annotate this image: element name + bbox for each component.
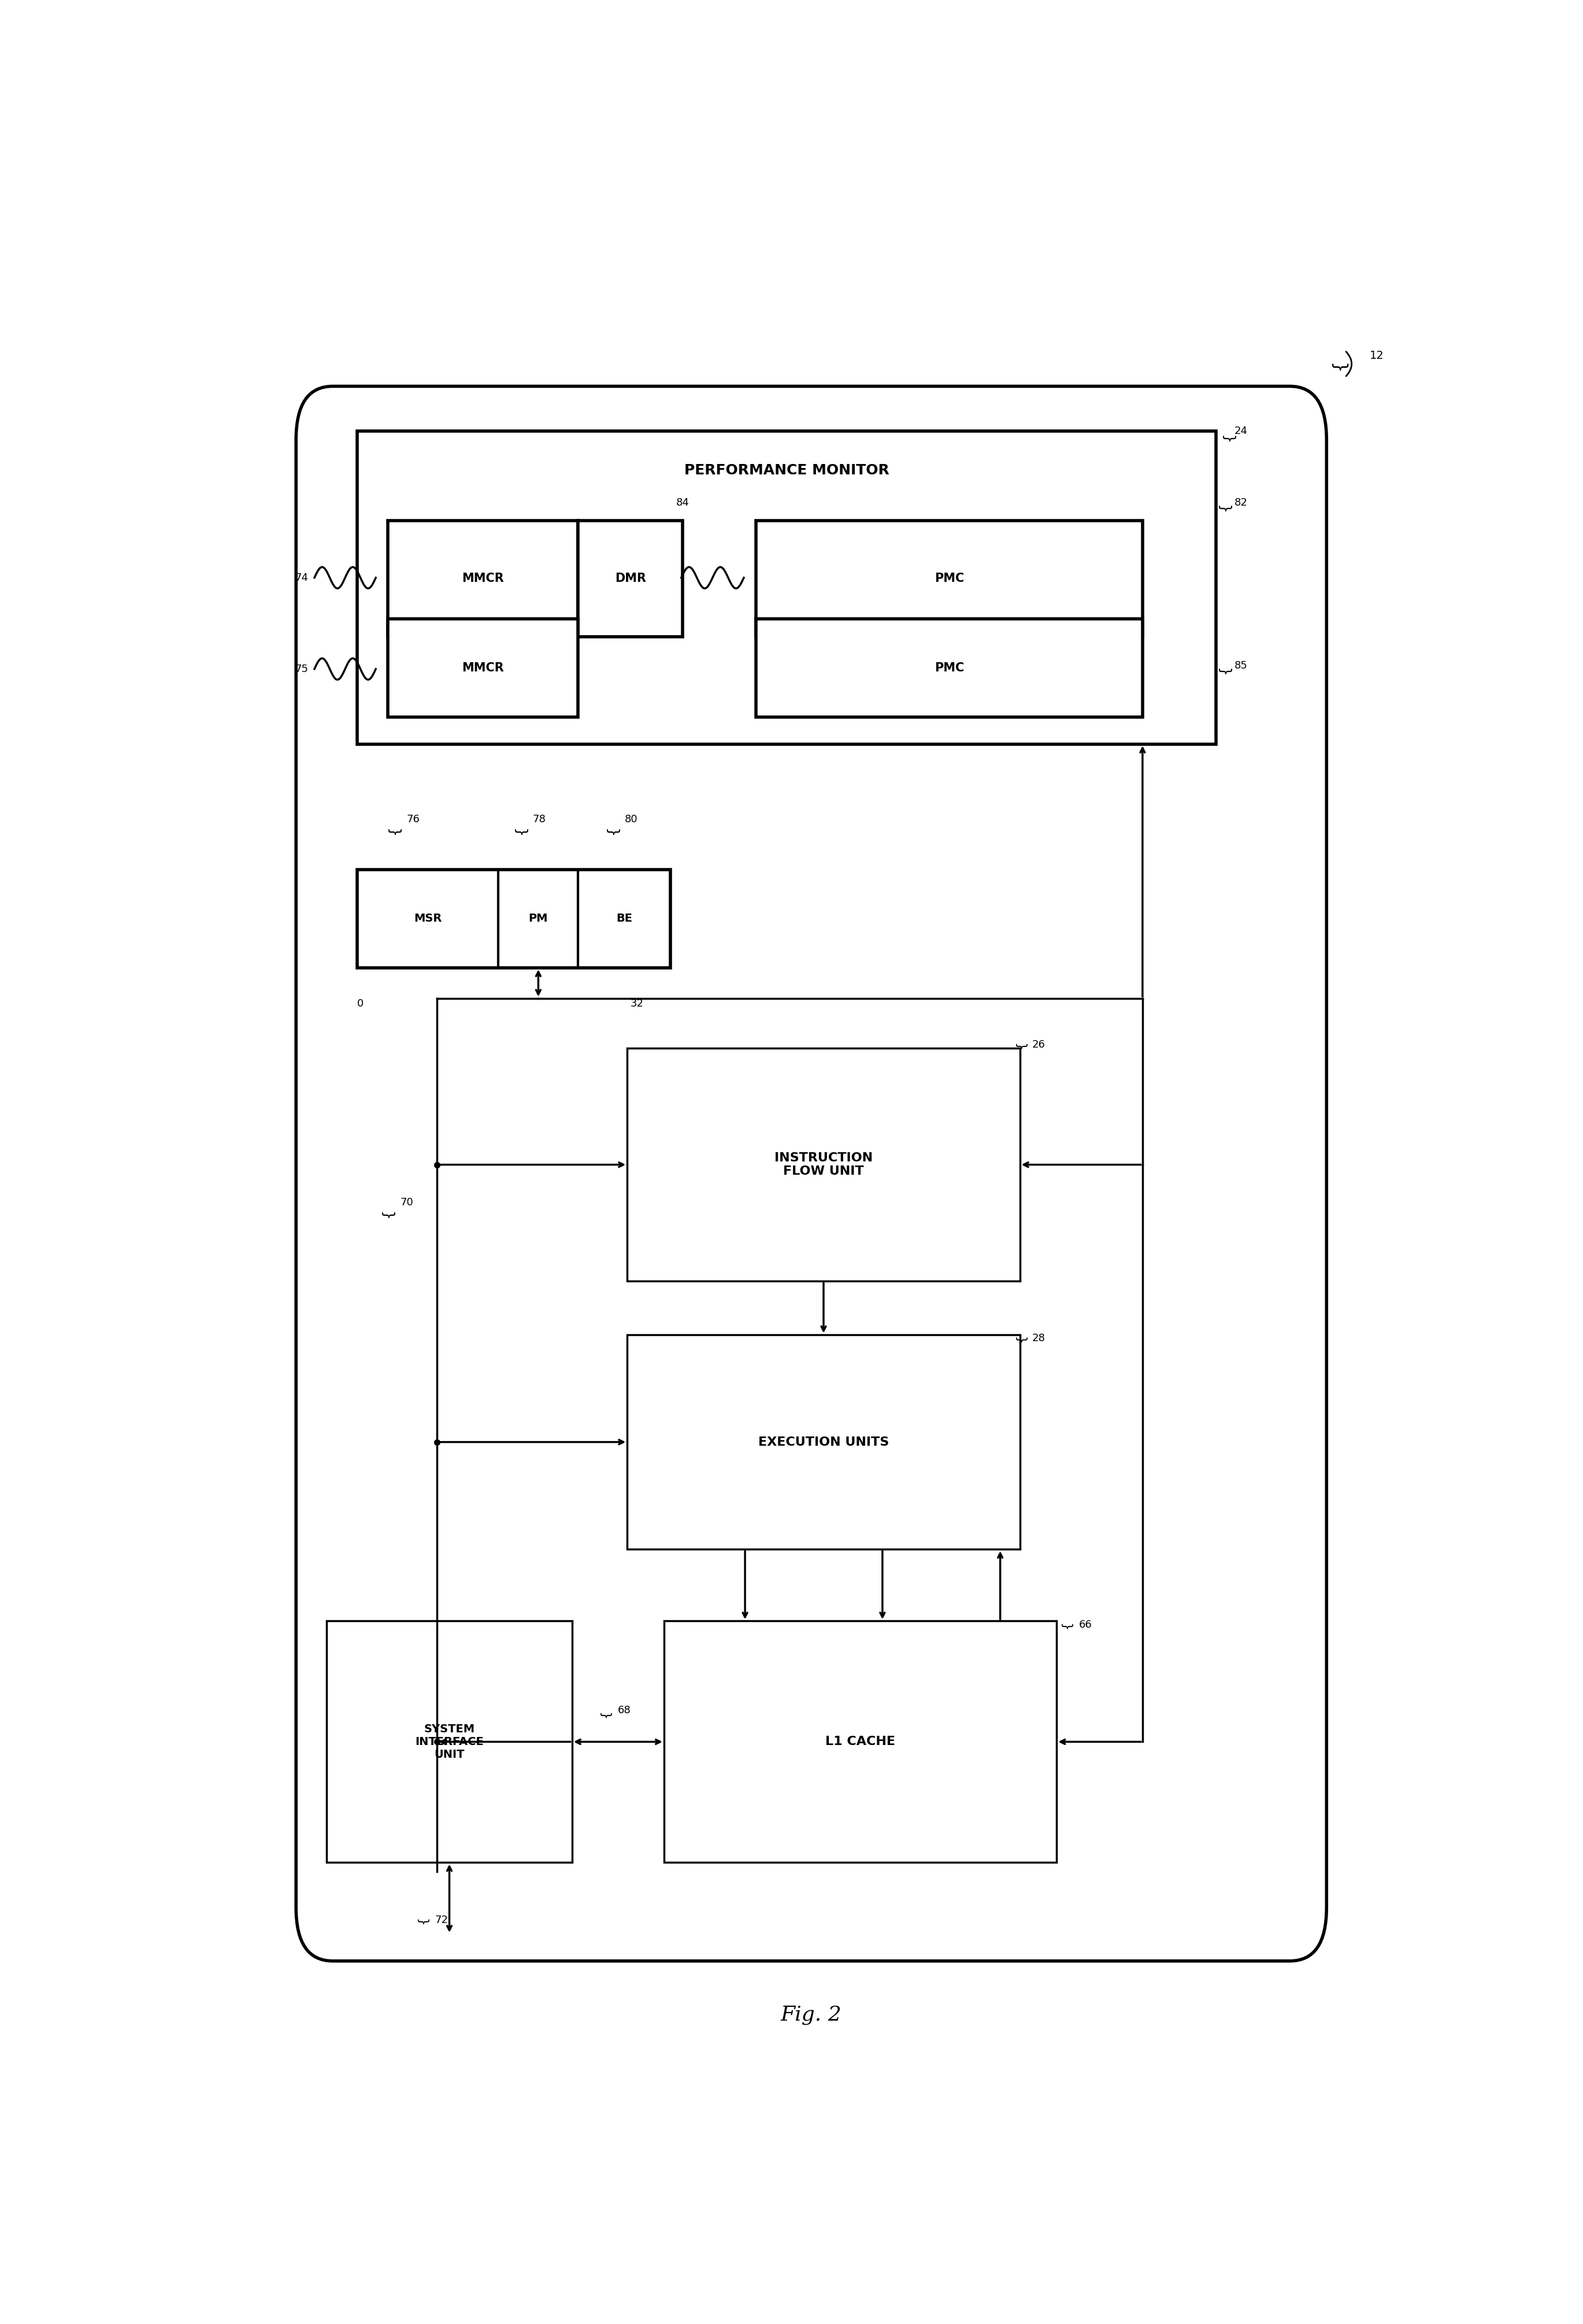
- Text: {: {: [416, 1915, 427, 1924]
- Text: EXECUTION UNITS: EXECUTION UNITS: [758, 1436, 890, 1448]
- Text: 32: 32: [630, 999, 644, 1009]
- Text: 68: 68: [617, 1706, 630, 1715]
- Text: 74: 74: [294, 572, 309, 583]
- Text: DMR: DMR: [614, 572, 646, 583]
- Text: 78: 78: [533, 813, 546, 825]
- FancyBboxPatch shape: [326, 1622, 571, 1862]
- Text: {: {: [1222, 432, 1235, 442]
- Text: SYSTEM
INTERFACE
UNIT: SYSTEM INTERFACE UNIT: [415, 1724, 484, 1759]
- Text: {: {: [1015, 1041, 1027, 1048]
- Text: {: {: [1217, 502, 1232, 511]
- Text: {: {: [382, 1208, 396, 1218]
- Text: MSR: MSR: [413, 913, 442, 925]
- Text: 66: 66: [1078, 1620, 1092, 1629]
- FancyBboxPatch shape: [665, 1622, 1057, 1862]
- Text: {: {: [600, 1710, 611, 1717]
- Text: INSTRUCTION
FLOW UNIT: INSTRUCTION FLOW UNIT: [774, 1153, 872, 1178]
- FancyBboxPatch shape: [757, 521, 1143, 637]
- Text: PMC: PMC: [934, 662, 964, 674]
- FancyBboxPatch shape: [358, 430, 1216, 744]
- FancyBboxPatch shape: [358, 869, 670, 967]
- FancyBboxPatch shape: [388, 618, 578, 718]
- Text: 85: 85: [1235, 660, 1247, 672]
- Text: 72: 72: [435, 1915, 448, 1924]
- Text: {: {: [513, 825, 527, 834]
- Text: 84: 84: [676, 497, 690, 507]
- Text: {: {: [1330, 360, 1347, 370]
- FancyBboxPatch shape: [627, 1048, 1019, 1281]
- Text: 0: 0: [358, 999, 364, 1009]
- Text: 28: 28: [1032, 1334, 1045, 1343]
- Text: 80: 80: [625, 813, 638, 825]
- FancyBboxPatch shape: [757, 618, 1143, 718]
- FancyBboxPatch shape: [578, 521, 682, 637]
- Text: 82: 82: [1235, 497, 1247, 507]
- Text: 26: 26: [1032, 1039, 1045, 1050]
- Text: {: {: [1015, 1334, 1027, 1343]
- Text: {: {: [606, 825, 619, 834]
- Text: PMC: PMC: [934, 572, 964, 583]
- FancyBboxPatch shape: [388, 521, 578, 637]
- Text: Fig. 2: Fig. 2: [780, 2006, 842, 2024]
- Text: PM: PM: [529, 913, 548, 925]
- Text: PERFORMANCE MONITOR: PERFORMANCE MONITOR: [684, 462, 890, 476]
- FancyBboxPatch shape: [627, 1334, 1019, 1550]
- Text: L1 CACHE: L1 CACHE: [825, 1736, 896, 1748]
- Text: 24: 24: [1235, 425, 1247, 437]
- Text: BE: BE: [616, 913, 632, 925]
- Text: 75: 75: [294, 665, 309, 674]
- Text: MMCR: MMCR: [462, 572, 503, 583]
- Text: {: {: [1217, 665, 1232, 674]
- Text: 70: 70: [400, 1197, 413, 1208]
- FancyBboxPatch shape: [296, 386, 1327, 1961]
- Text: 12: 12: [1369, 351, 1384, 360]
- Text: {: {: [1061, 1620, 1072, 1629]
- Text: MMCR: MMCR: [462, 662, 503, 674]
- Text: {: {: [388, 825, 400, 834]
- Text: 76: 76: [407, 813, 419, 825]
